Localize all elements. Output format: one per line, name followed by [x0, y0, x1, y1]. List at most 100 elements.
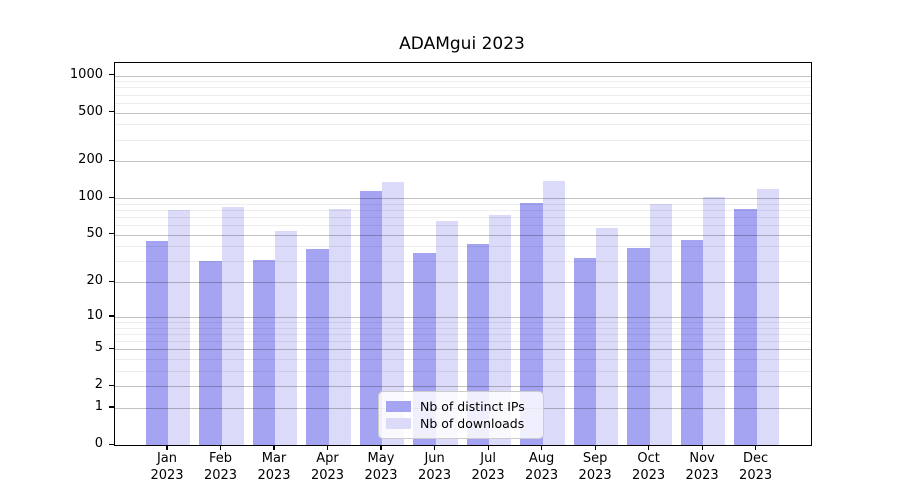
bar-distinct-ips-oct: [627, 247, 650, 445]
y-tick-mark: [109, 406, 114, 408]
x-tick-mark: [273, 445, 275, 450]
bar-distinct-ips-apr: [306, 249, 329, 445]
y-axis-tick-label: 500: [78, 103, 103, 119]
y-tick-mark: [109, 384, 114, 386]
gridline-minor: [115, 261, 811, 263]
y-axis-tick-label: 200: [78, 152, 103, 168]
gridline-major: [115, 75, 811, 77]
y-tick-mark: [109, 347, 114, 349]
y-axis-tick-label: 20: [86, 273, 103, 289]
legend-item-downloads: Nb of downloads: [386, 415, 534, 432]
x-axis-tick-label: Jun 2023: [418, 451, 452, 483]
x-axis-tick-label: May 2023: [364, 451, 398, 483]
bar-distinct-ips-nov: [680, 240, 704, 445]
x-tick-mark: [701, 445, 703, 450]
y-tick-mark: [109, 196, 114, 198]
gridline-minor: [115, 87, 811, 89]
y-tick-mark: [109, 159, 114, 162]
gridline-minor: [115, 358, 811, 360]
bar-downloads-jun: [435, 220, 458, 445]
x-tick-mark: [380, 445, 382, 450]
x-tick-mark: [219, 445, 222, 450]
x-axis-tick-label: Jul 2023: [471, 451, 505, 483]
gridline-major: [115, 234, 811, 236]
y-tick-mark: [109, 443, 114, 445]
gridline-minor: [115, 225, 811, 227]
gridline-major: [115, 198, 811, 200]
gridline-major: [115, 316, 811, 318]
gridline-minor: [115, 210, 811, 211]
x-tick-mark: [326, 445, 329, 450]
bar-downloads-mar: [275, 230, 298, 445]
x-tick-mark: [433, 445, 436, 450]
bar-downloads-apr: [328, 208, 351, 445]
bar-distinct-ips-feb: [199, 261, 222, 445]
legend-item-distinct-ips: Nb of distinct IPs: [386, 398, 534, 415]
gridline-major: [115, 349, 811, 351]
bar-distinct-ips-mar: [252, 259, 275, 445]
x-tick-mark: [541, 445, 543, 450]
legend-swatch-distinct-ips: [386, 401, 411, 412]
y-axis-tick-label: 10: [86, 307, 103, 323]
y-axis-tick-label: 0: [94, 436, 103, 451]
x-axis-tick-label: Nov 2023: [685, 451, 719, 483]
bar-distinct-ips-aug: [520, 202, 543, 445]
y-axis-tick-label: 5: [94, 340, 103, 356]
gridline-minor: [115, 340, 811, 342]
y-tick-mark: [109, 280, 114, 282]
bar-downloads-dec: [756, 189, 779, 445]
x-axis-tick-label: Sep 2023: [578, 451, 612, 483]
gridline-major: [115, 112, 811, 114]
y-tick-mark: [109, 233, 114, 235]
legend-swatch-downloads: [386, 418, 411, 429]
bar-downloads-oct: [649, 204, 672, 445]
legend: Nb of distinct IPs Nb of downloads: [378, 391, 544, 439]
gridline-minor: [115, 124, 811, 126]
bar-downloads-feb: [221, 207, 244, 445]
x-axis-tick-label: Jan 2023: [150, 451, 184, 483]
gridline-minor: [115, 321, 811, 323]
x-axis-tick-label: Dec 2023: [739, 451, 773, 483]
y-tick-mark: [109, 315, 114, 317]
bar-distinct-ips-may: [359, 190, 383, 445]
gridline-minor: [115, 81, 811, 83]
x-axis-tick-label: Mar 2023: [257, 451, 291, 483]
x-tick-mark: [594, 445, 596, 450]
legend-label-downloads: Nb of downloads: [420, 416, 525, 431]
x-tick-mark: [755, 445, 757, 450]
y-axis-tick-label: 2: [94, 377, 103, 393]
x-axis-tick-label: Oct 2023: [632, 451, 666, 483]
chart-title: ADAMgui 2023: [399, 34, 525, 54]
gridline-minor: [115, 94, 811, 96]
gridline-major: [115, 386, 811, 388]
gridline-minor: [115, 217, 811, 218]
y-axis-tick-label: 50: [86, 225, 103, 241]
bar-downloads-may: [382, 182, 405, 445]
gridline-minor: [115, 102, 811, 104]
bar-downloads-jan: [168, 210, 191, 445]
plot-area: [114, 62, 812, 446]
bar-downloads-jul: [489, 214, 512, 445]
y-tick-mark: [109, 111, 114, 113]
y-axis-tick-label: 1: [94, 398, 103, 414]
x-axis-tick-label: Aug 2023: [525, 451, 559, 483]
y-axis-tick-label: 1000: [69, 66, 103, 82]
gridline-minor: [115, 139, 811, 141]
gridline-minor: [115, 333, 811, 335]
legend-label-distinct-ips: Nb of distinct IPs: [420, 399, 525, 414]
y-axis-tick-label: 100: [78, 189, 103, 205]
gridline-minor: [115, 327, 811, 329]
y-tick-mark: [109, 74, 114, 76]
x-tick-mark: [166, 445, 168, 450]
gridline-minor: [115, 203, 811, 205]
gridline-major: [115, 161, 811, 163]
gridline-minor: [115, 246, 811, 248]
x-axis-tick-label: Apr 2023: [310, 451, 345, 483]
bar-distinct-ips-jan: [145, 241, 168, 445]
bar-distinct-ips-sep: [573, 258, 597, 445]
x-tick-mark: [648, 445, 650, 450]
gridline-minor: [115, 370, 811, 372]
bar-downloads-aug: [542, 180, 565, 445]
bar-downloads-nov: [703, 197, 726, 445]
